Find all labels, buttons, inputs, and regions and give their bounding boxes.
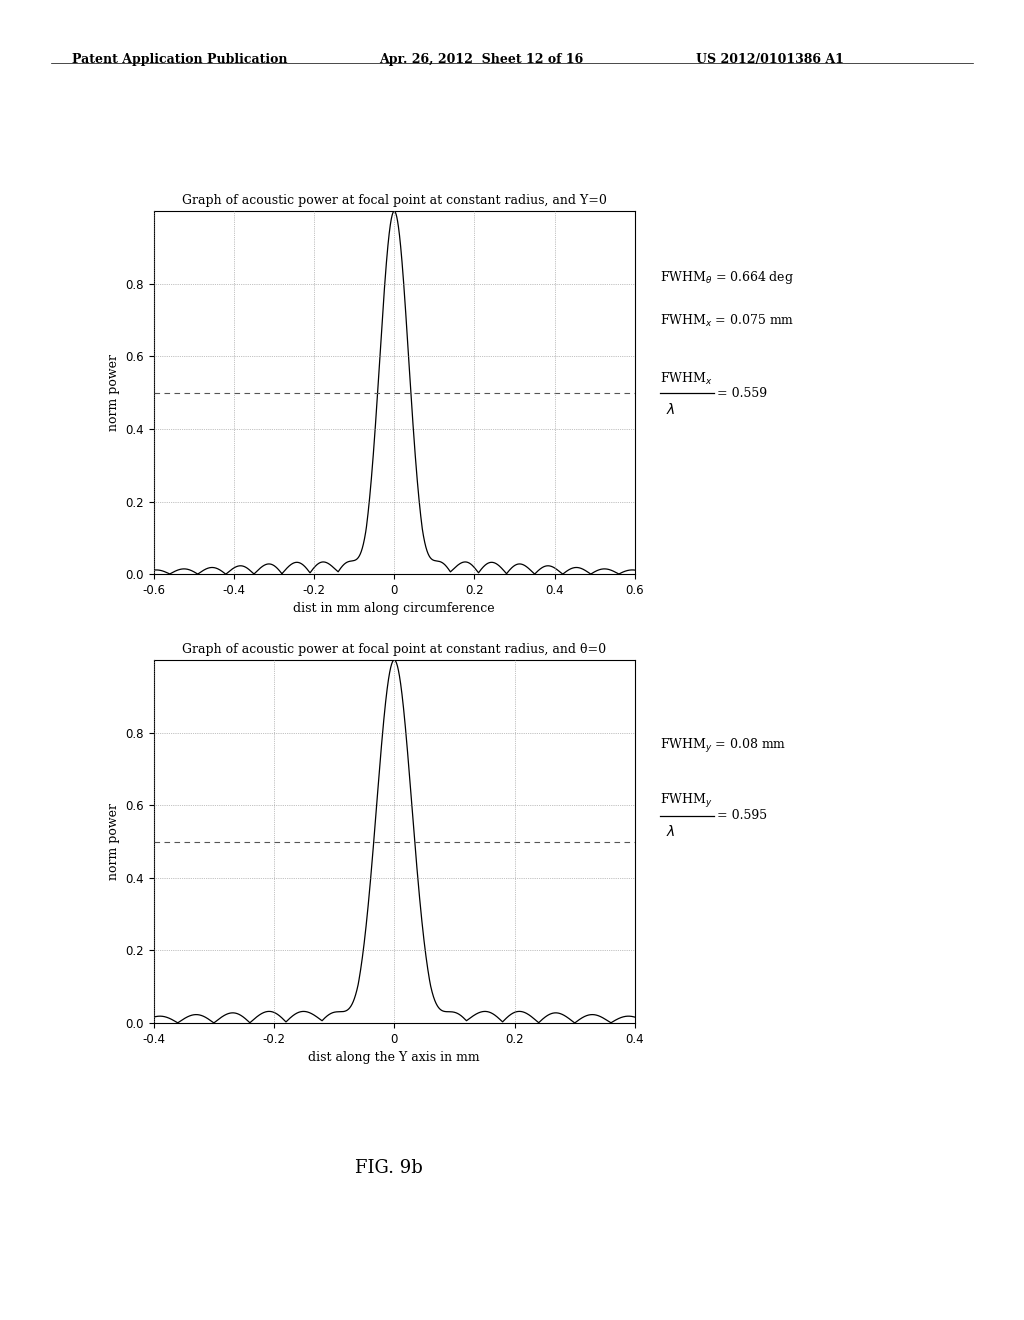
Text: = 0.559: = 0.559 [717,387,767,400]
Text: = 0.595: = 0.595 [717,809,767,822]
Y-axis label: norm power: norm power [106,354,120,432]
Text: Apr. 26, 2012  Sheet 12 of 16: Apr. 26, 2012 Sheet 12 of 16 [379,53,583,66]
Text: FWHM$_x$: FWHM$_x$ [660,371,713,387]
Text: FWHM$_y$: FWHM$_y$ [660,792,713,810]
Text: Patent Application Publication: Patent Application Publication [72,53,287,66]
Text: FWHM$_\theta$ = 0.664 deg: FWHM$_\theta$ = 0.664 deg [660,269,795,285]
Text: FWHM$_y$ = 0.08 mm: FWHM$_y$ = 0.08 mm [660,737,786,755]
X-axis label: dist along the Y axis in mm: dist along the Y axis in mm [308,1051,480,1064]
Text: US 2012/0101386 A1: US 2012/0101386 A1 [696,53,844,66]
Title: Graph of acoustic power at focal point at constant radius, and Y=0: Graph of acoustic power at focal point a… [182,194,606,207]
Title: Graph of acoustic power at focal point at constant radius, and θ=0: Graph of acoustic power at focal point a… [182,643,606,656]
Text: $\lambda$: $\lambda$ [666,824,675,840]
Text: FWHM$_x$ = 0.075 mm: FWHM$_x$ = 0.075 mm [660,313,795,329]
Y-axis label: norm power: norm power [106,803,120,880]
X-axis label: dist in mm along circumference: dist in mm along circumference [294,602,495,615]
Text: FIG. 9b: FIG. 9b [355,1159,423,1177]
Text: $\lambda$: $\lambda$ [666,401,675,417]
